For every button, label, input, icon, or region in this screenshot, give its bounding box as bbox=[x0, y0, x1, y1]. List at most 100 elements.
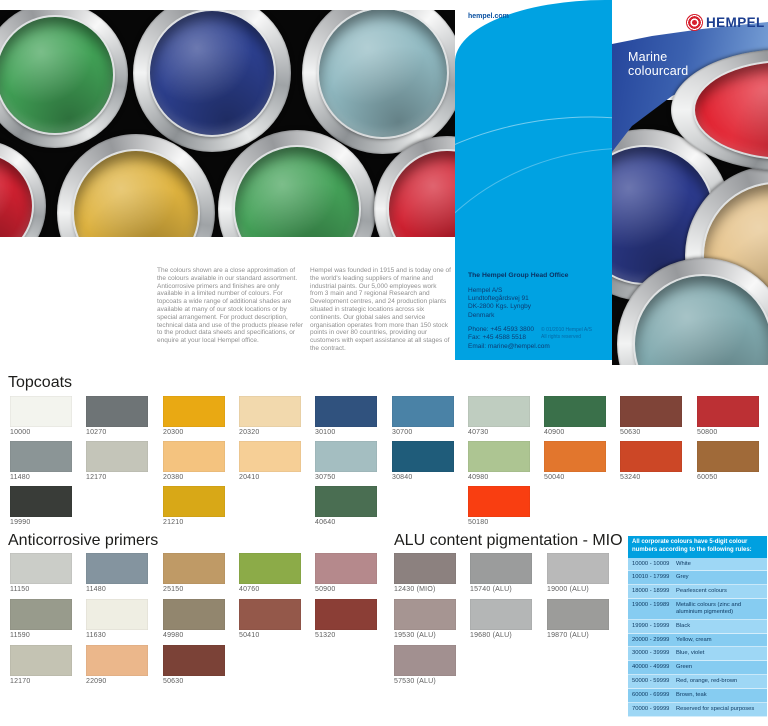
cover-middle-panel: hempel.com The Hempel Group Head Office … bbox=[455, 0, 612, 360]
swatch-label: 10270 bbox=[86, 429, 107, 436]
swatch-color bbox=[544, 396, 606, 427]
swatch-19680-ALU: 19680 (ALU) bbox=[470, 599, 532, 639]
swatch-color bbox=[239, 553, 301, 584]
swatch-50800: 50800 bbox=[697, 396, 759, 436]
head-office-heading: The Hempel Group Head Office bbox=[468, 272, 569, 279]
swatch-30100: 30100 bbox=[315, 396, 377, 436]
swatch-color bbox=[10, 396, 72, 427]
swatch-label: 40730 bbox=[468, 429, 489, 436]
section-title-topcoats: Topcoats bbox=[8, 374, 73, 391]
colour-description-cell: Grey bbox=[676, 574, 689, 581]
swatch-label: 50410 bbox=[239, 632, 260, 639]
swatch-19990: 19990 bbox=[10, 486, 72, 526]
paint-can bbox=[0, 140, 46, 237]
swatch-color bbox=[470, 553, 532, 584]
swatch-color bbox=[544, 441, 606, 472]
swatch-color bbox=[86, 396, 148, 427]
swatch-label: 10000 bbox=[10, 429, 31, 436]
intro-paragraph-right: Hempel was founded in 1915 and is today … bbox=[310, 267, 451, 352]
paint-surface bbox=[149, 10, 275, 136]
colour-description-cell: Green bbox=[676, 664, 693, 671]
swatch-label: 50630 bbox=[620, 429, 641, 436]
colour-range-cell: 10010 - 17999 bbox=[632, 574, 670, 581]
swatch-color bbox=[86, 599, 148, 630]
swatch-color bbox=[10, 599, 72, 630]
head-office-block: The Hempel Group Head Office Hempel A/S L… bbox=[468, 272, 598, 351]
address-line: Lundtoftegårdsvej 91 bbox=[468, 295, 529, 302]
colour-range-cell: 50000 - 59999 bbox=[632, 678, 670, 685]
office-address: Hempel A/S Lundtoftegårdsvej 91 DK-2800 Kg… bbox=[468, 287, 598, 320]
swatch-50900: 50900 bbox=[315, 553, 377, 593]
swatch-color bbox=[315, 441, 377, 472]
swatch-30750: 30750 bbox=[315, 441, 377, 481]
address-line: Hempel A/S bbox=[468, 286, 503, 294]
swatch-color bbox=[394, 645, 456, 676]
swatch-11630: 11630 bbox=[86, 599, 148, 639]
swatch-50180: 50180 bbox=[468, 486, 530, 526]
section-title-anticorrosive-primers: Anticorrosive primers bbox=[8, 532, 159, 549]
swatch-color bbox=[86, 645, 148, 676]
swatch-20410: 20410 bbox=[239, 441, 301, 481]
swatch-label: 40760 bbox=[239, 586, 260, 593]
rules-table-row: 70000 - 99999 Reserved for special purpos… bbox=[628, 702, 767, 717]
copyright-line: All rights reserved bbox=[541, 333, 582, 340]
intro-paragraph-left: The colours shown are a close approximat… bbox=[157, 267, 303, 345]
rules-table-row: 40000 - 49999 Green bbox=[628, 661, 767, 676]
swatch-label: 19870 (ALU) bbox=[547, 632, 589, 639]
hempel-logo-text: HEMPEL bbox=[706, 15, 765, 30]
rules-table-body: 10000 - 10009 White 10010 - 17999 Grey 18000… bbox=[628, 557, 767, 717]
colour-description-cell: White bbox=[676, 560, 691, 567]
cover-photo-left bbox=[0, 10, 455, 237]
swatch-color bbox=[239, 441, 301, 472]
colour-range-cell: 20000 - 29999 bbox=[632, 636, 670, 643]
section-title-alu-mio: ALU content pigmentation - MIO bbox=[394, 532, 623, 549]
swatch-label: 11480 bbox=[86, 586, 106, 593]
swatch-color bbox=[163, 553, 225, 584]
swatch-color bbox=[163, 441, 225, 472]
swatch-label: 20320 bbox=[239, 429, 260, 436]
swatch-50630: 50630 bbox=[163, 645, 225, 685]
paint-surface bbox=[319, 10, 447, 137]
paint-surface bbox=[0, 153, 33, 237]
swatch-label: 15740 (ALU) bbox=[470, 586, 512, 593]
swatch-label: 60050 bbox=[697, 474, 718, 481]
rules-table-header: All corporate colours have 5-digit colou… bbox=[628, 536, 767, 558]
swatch-50630: 50630 bbox=[620, 396, 682, 436]
paint-surface bbox=[0, 17, 113, 133]
swatch-color bbox=[163, 599, 225, 630]
colour-description-cell: Red, orange, red-brown bbox=[676, 678, 738, 685]
marine-colourcard-title: Marine colourcard bbox=[628, 50, 688, 79]
swatch-label: 19990 bbox=[10, 519, 31, 526]
swatch-label: 40900 bbox=[544, 429, 565, 436]
swatch-20320: 20320 bbox=[239, 396, 301, 436]
swatch-label: 50800 bbox=[697, 429, 718, 436]
swatch-15740-ALU: 15740 (ALU) bbox=[470, 553, 532, 593]
colour-description-cell: Pearlescent colours bbox=[676, 588, 727, 595]
swatch-label: 19000 (ALU) bbox=[547, 586, 589, 593]
swatch-color bbox=[547, 553, 609, 584]
rules-table-row: 19000 - 19989 Metallic colours (zinc and … bbox=[628, 599, 767, 620]
swatch-12170: 12170 bbox=[10, 645, 72, 685]
swatch-11480: 11480 bbox=[10, 441, 72, 481]
paint-can bbox=[0, 10, 128, 148]
colour-number-rules-table: All corporate colours have 5-digit colou… bbox=[628, 536, 767, 717]
rules-table-row: 20000 - 29999 Yellow, cream bbox=[628, 633, 767, 648]
swatch-color bbox=[620, 441, 682, 472]
swatch-label: 50180 bbox=[468, 519, 489, 526]
swatch-30700: 30700 bbox=[392, 396, 454, 436]
colour-description-cell: Brown, teak bbox=[676, 691, 707, 698]
swatch-color bbox=[10, 645, 72, 676]
swatch-color bbox=[315, 396, 377, 427]
swatch-color bbox=[10, 553, 72, 584]
swatch-color bbox=[10, 486, 72, 517]
colour-description-cell: Metallic colours (zinc and aluminium pig… bbox=[676, 602, 742, 615]
colour-range-cell: 60000 - 69999 bbox=[632, 691, 670, 698]
swatch-label: 40640 bbox=[315, 519, 336, 526]
swatch-label: 22090 bbox=[86, 678, 107, 685]
swatch-51320: 51320 bbox=[315, 599, 377, 639]
swatch-color bbox=[239, 396, 301, 427]
swatch-color bbox=[315, 486, 377, 517]
swatch-color bbox=[468, 486, 530, 517]
swatch-color bbox=[394, 599, 456, 630]
